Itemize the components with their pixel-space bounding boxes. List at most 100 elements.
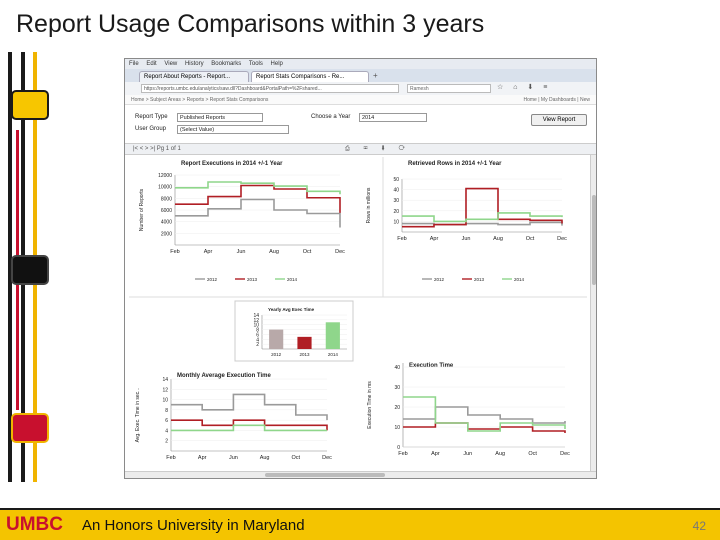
chart-x-tick: Dec	[557, 236, 567, 242]
breadcrumb: Home > Subject Areas > Reports > Report …	[125, 95, 596, 105]
menu-item[interactable]: Bookmarks	[211, 61, 242, 67]
metro-station-red	[11, 413, 49, 443]
report-toolbar: |< < > >| Pg 1 of 1 ⎙ ✉ ⬇ ⟳	[125, 143, 596, 155]
chart-y-tick: 12	[162, 387, 168, 393]
series-line-2012	[171, 393, 328, 421]
report-type-select[interactable]: Published Reports	[177, 113, 263, 122]
pager-controls[interactable]: |< < > >| Pg 1 of 1	[133, 146, 181, 152]
menu-item[interactable]: Help	[270, 61, 283, 67]
chart-y-tick: 6	[256, 332, 259, 338]
chart-x-tick: Feb	[170, 249, 179, 255]
chart-y-tick: 6	[165, 418, 168, 424]
chart-x-tick: Dec	[322, 455, 332, 461]
chart-x-tick: Jun	[463, 451, 472, 457]
metro-station-black	[11, 255, 49, 285]
chart-y-tick: 2	[256, 342, 259, 348]
new-tab-icon[interactable]: +	[373, 71, 378, 80]
charts-area: Report Executions in 2014 +/-1 Year Numbe…	[129, 157, 587, 461]
browser-screenshot: File Edit View History Bookmarks Tools H…	[124, 58, 597, 479]
browser-nav-icons[interactable]: ☆ ⌂ ⬇ ≡	[497, 84, 552, 91]
menu-item[interactable]: View	[164, 61, 178, 67]
series-line-2012	[402, 221, 563, 226]
chart-y-tick: 10	[253, 323, 259, 329]
chart-y-tick: 8000	[161, 196, 172, 202]
menu-item[interactable]: Tools	[248, 61, 263, 67]
chart-x-tick: Feb	[398, 451, 407, 457]
scrollbar-thumb[interactable]	[265, 473, 385, 477]
bar	[297, 336, 312, 349]
browser-search-input[interactable]: Ramesh	[407, 84, 491, 93]
slide-title: Report Usage Comparisons within 3 years	[16, 10, 485, 38]
menu-item[interactable]: Edit	[146, 61, 157, 67]
chart-x-tick: Aug	[493, 236, 503, 242]
bar	[269, 329, 284, 349]
chart-y-tick: 14	[162, 377, 168, 383]
url-input[interactable]: https://reports.umbc.edu/analytics/saw.d…	[141, 84, 399, 93]
chart-x-tick: Dec	[560, 451, 570, 457]
user-group-select[interactable]: (Select Value)	[177, 125, 289, 134]
chart-x-tick: Jun	[237, 249, 246, 255]
chart-x-tick: Oct	[526, 236, 535, 242]
legend-label: 2012	[207, 277, 218, 282]
chart-y-tick: 4	[165, 428, 168, 434]
chart-x-tick: Aug	[260, 455, 270, 461]
chart-title: Monthly Average Execution Time	[177, 373, 271, 379]
bar-chart-panel	[234, 300, 354, 362]
chart-ylabel: Rows in millions	[366, 187, 372, 223]
series-line-2014	[171, 424, 327, 432]
chart-x-tick: Jun	[229, 455, 238, 461]
view-report-button[interactable]: View Report	[531, 114, 587, 126]
chart-x-tick: Aug	[495, 451, 505, 457]
breadcrumb-links[interactable]: Home | My Dashboards | New	[523, 97, 590, 103]
chart-ylabel: Avg. Exec. Time in sec...	[135, 388, 141, 443]
report-action-icons[interactable]: ⎙ ✉ ⬇ ⟳	[345, 146, 412, 152]
bar	[325, 322, 340, 349]
chart-ylabel: Execution Time in ms	[367, 381, 373, 429]
slide-footer: UMBC An Honors University in Maryland 42	[0, 508, 720, 540]
chart-title: Report Executions in 2014 +/-1 Year	[181, 161, 283, 167]
series-line-2014	[175, 181, 341, 195]
chart-y-tick: 20	[394, 405, 400, 411]
browser-tab[interactable]: Report About Reports - Report...	[139, 71, 249, 82]
chart-x-tick: Feb	[397, 236, 406, 242]
chart-x-tick: Dec	[335, 249, 345, 255]
chart-y-tick: 40	[393, 188, 399, 194]
horizontal-scrollbar[interactable]	[125, 471, 596, 478]
user-group-label: User Group	[135, 126, 167, 132]
chart-x-tick: 2013	[299, 352, 310, 357]
legend-label: 2014	[514, 277, 525, 282]
chart-title: Retrieved Rows in 2014 +/-1 Year	[408, 161, 502, 167]
series-line-2012	[403, 406, 566, 424]
chart-y-tick: 2000	[161, 231, 172, 237]
chart-x-tick: Oct	[528, 451, 537, 457]
breadcrumb-path[interactable]: Home > Subject Areas > Reports > Report …	[131, 97, 269, 103]
page-number: 42	[692, 519, 706, 533]
chart-y-tick: 20	[393, 209, 399, 215]
chart-y-tick: 8	[256, 328, 259, 334]
chart-x-tick: Oct	[303, 249, 312, 255]
chart-y-tick: 6000	[161, 208, 172, 214]
series-line-2013	[171, 419, 328, 431]
chart-x-tick: Feb	[166, 455, 175, 461]
series-line-2012	[175, 198, 341, 228]
chart-x-tick: Jun	[462, 236, 471, 242]
legend-label: 2013	[474, 277, 485, 282]
series-line-2014	[403, 396, 566, 432]
vertical-scrollbar[interactable]	[590, 155, 596, 473]
chart-y-tick: 12000	[158, 173, 172, 179]
chart-x-tick: Apr	[431, 451, 440, 457]
chart-x-tick: Apr	[198, 455, 207, 461]
chart-y-tick: 0	[397, 445, 400, 451]
browser-address-bar: https://reports.umbc.edu/analytics/saw.d…	[125, 82, 596, 95]
choose-year-select[interactable]: 2014	[359, 113, 427, 122]
scrollbar-thumb[interactable]	[592, 195, 596, 285]
chart-x-tick: 2014	[328, 352, 339, 357]
chart-x-tick: 2012	[271, 352, 282, 357]
chart-y-tick: 4	[256, 337, 259, 343]
menu-item[interactable]: History	[184, 61, 204, 67]
chart-x-tick: Aug	[269, 249, 279, 255]
chart-y-tick: 4000	[161, 220, 172, 226]
browser-tab-bar: Report About Reports - Report... Report …	[125, 69, 596, 82]
menu-item[interactable]: File	[129, 61, 139, 67]
browser-tab-active[interactable]: Report Stats Comparisons - Re...	[251, 71, 369, 82]
